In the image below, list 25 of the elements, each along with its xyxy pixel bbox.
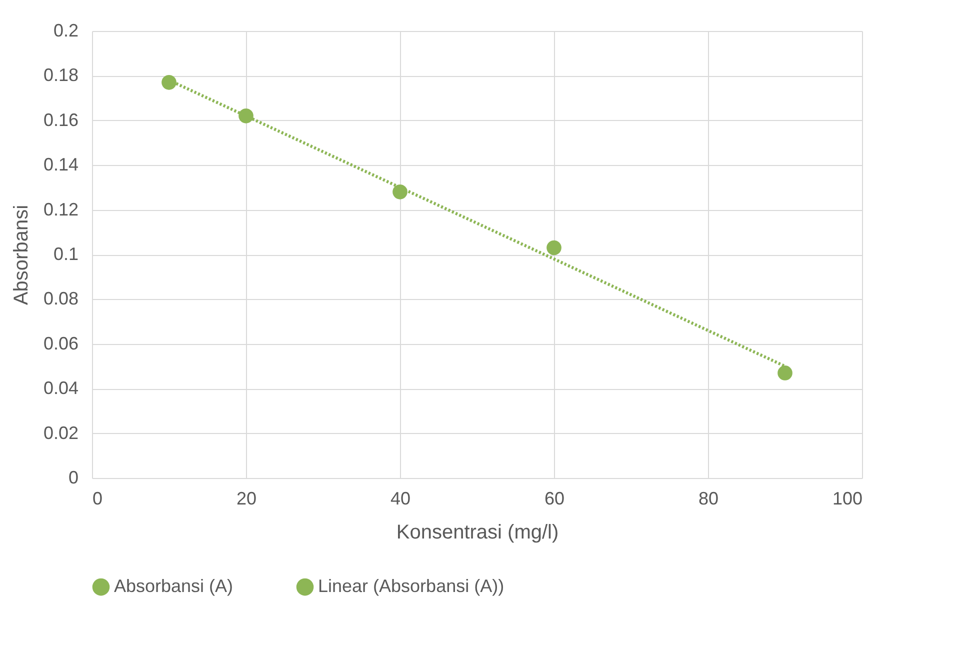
y-tick-label: 0 bbox=[68, 468, 78, 488]
y-tick-label: 0.04 bbox=[43, 378, 78, 398]
y-tick-label: 0.2 bbox=[53, 20, 78, 40]
x-tick-label: 60 bbox=[544, 488, 565, 508]
y-tick-label: 0.14 bbox=[43, 154, 78, 175]
legend-label: Linear (Absorbansi (A)) bbox=[318, 576, 504, 596]
x-tick-label: 0 bbox=[92, 488, 103, 508]
y-tick-label: 0.06 bbox=[43, 333, 78, 354]
x-tick-label: 80 bbox=[698, 488, 719, 508]
y-tick-label: 0.08 bbox=[43, 288, 78, 309]
y-tick-label: 0.18 bbox=[43, 65, 78, 86]
x-axis-title: Konsentrasi (mg/l) bbox=[396, 522, 559, 544]
y-tick-label: 0.16 bbox=[43, 110, 78, 130]
legend-label: Absorbansi (A) bbox=[114, 576, 234, 596]
point bbox=[162, 75, 176, 90]
y-tick-label: 0.12 bbox=[43, 199, 78, 220]
point bbox=[392, 184, 408, 200]
y-axis-title: Absorbansi bbox=[10, 204, 32, 306]
x-tick-label: 40 bbox=[390, 488, 411, 508]
y-tick-label: 0.02 bbox=[43, 422, 78, 443]
x-tick-label: 100 bbox=[832, 488, 862, 508]
point bbox=[546, 240, 562, 256]
point bbox=[778, 366, 792, 380]
x-tick-label: 20 bbox=[236, 488, 257, 508]
y-tick-label: 0.1 bbox=[53, 244, 78, 264]
